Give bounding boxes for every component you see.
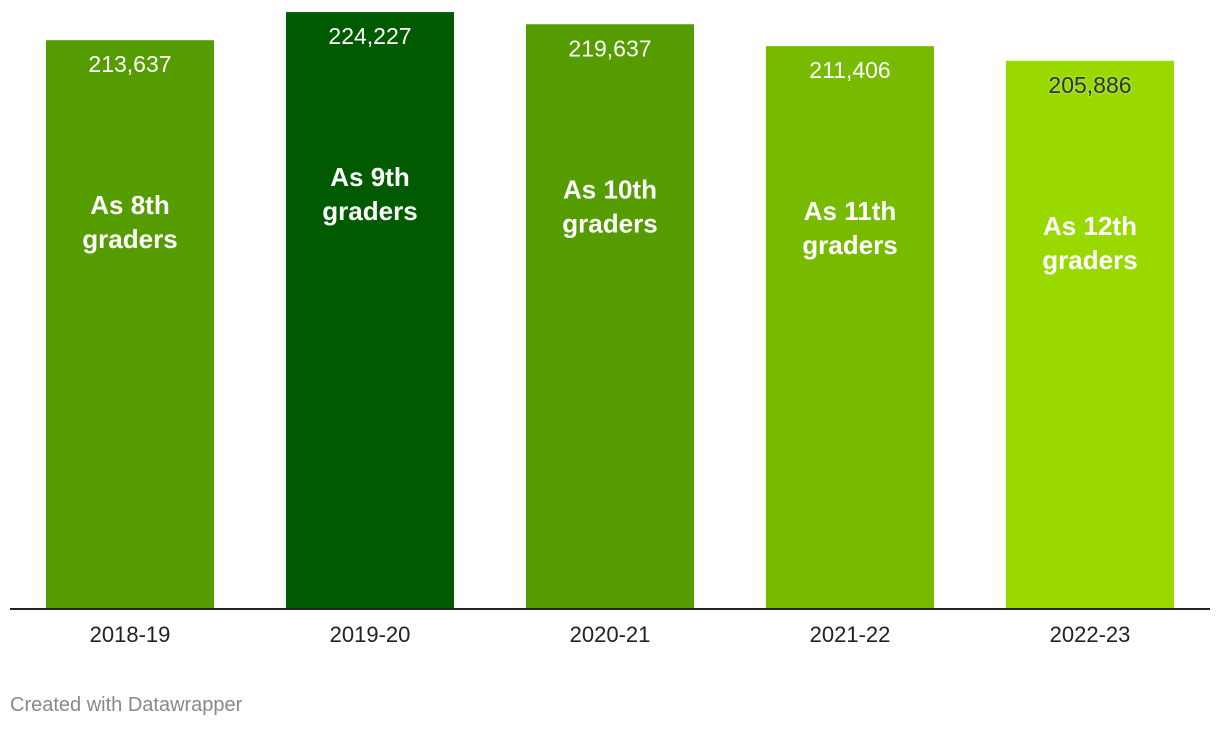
bar-2020-21 [526,24,694,608]
x-tick-2022-23: 2022-23 [1050,622,1131,647]
annotation-2021-22-line-1: As 11th [804,196,897,226]
annotation-2018-19-line-1: As 8th [90,190,169,220]
x-tick-2019-20: 2019-20 [330,622,411,647]
x-tick-2020-21: 2020-21 [570,622,651,647]
bar-2018-19 [46,40,214,609]
annotation-2022-23-line-1: As 12th [1043,211,1137,241]
annotation-2018-19-line-2: graders [82,224,177,254]
value-label-2019-20: 224,227 [328,23,411,49]
bar-2022-23 [1006,60,1174,608]
value-label-2022-23: 205,886 [1048,72,1131,98]
value-label-2018-19: 213,637 [88,51,171,77]
bars [46,12,1174,609]
annotation-2020-21-line-2: graders [562,208,657,238]
annotation-2021-22-line-2: graders [802,230,897,260]
bar-2019-20 [286,12,454,609]
bar-chart: 213,637 As 8th graders 2018-19 224,227 As 9th… [10,12,1210,647]
labels: 213,637 As 8th graders 2018-19 224,227 As 9th… [82,22,1137,647]
annotation-2019-20-line-1: As 9th [330,162,409,192]
value-label-2021-22: 211,406 [809,57,890,83]
annotation-2020-21-line-1: As 10th [563,174,657,204]
x-tick-2021-22: 2021-22 [810,622,891,647]
annotation-2019-20-line-2: graders [322,196,417,226]
annotation-2022-23-line-2: graders [1042,245,1137,275]
datawrapper-credit: Created with Datawrapper [10,694,243,716]
value-label-2020-21: 219,637 [568,35,651,61]
x-tick-2018-19: 2018-19 [90,622,171,647]
bar-2021-22 [766,46,934,609]
